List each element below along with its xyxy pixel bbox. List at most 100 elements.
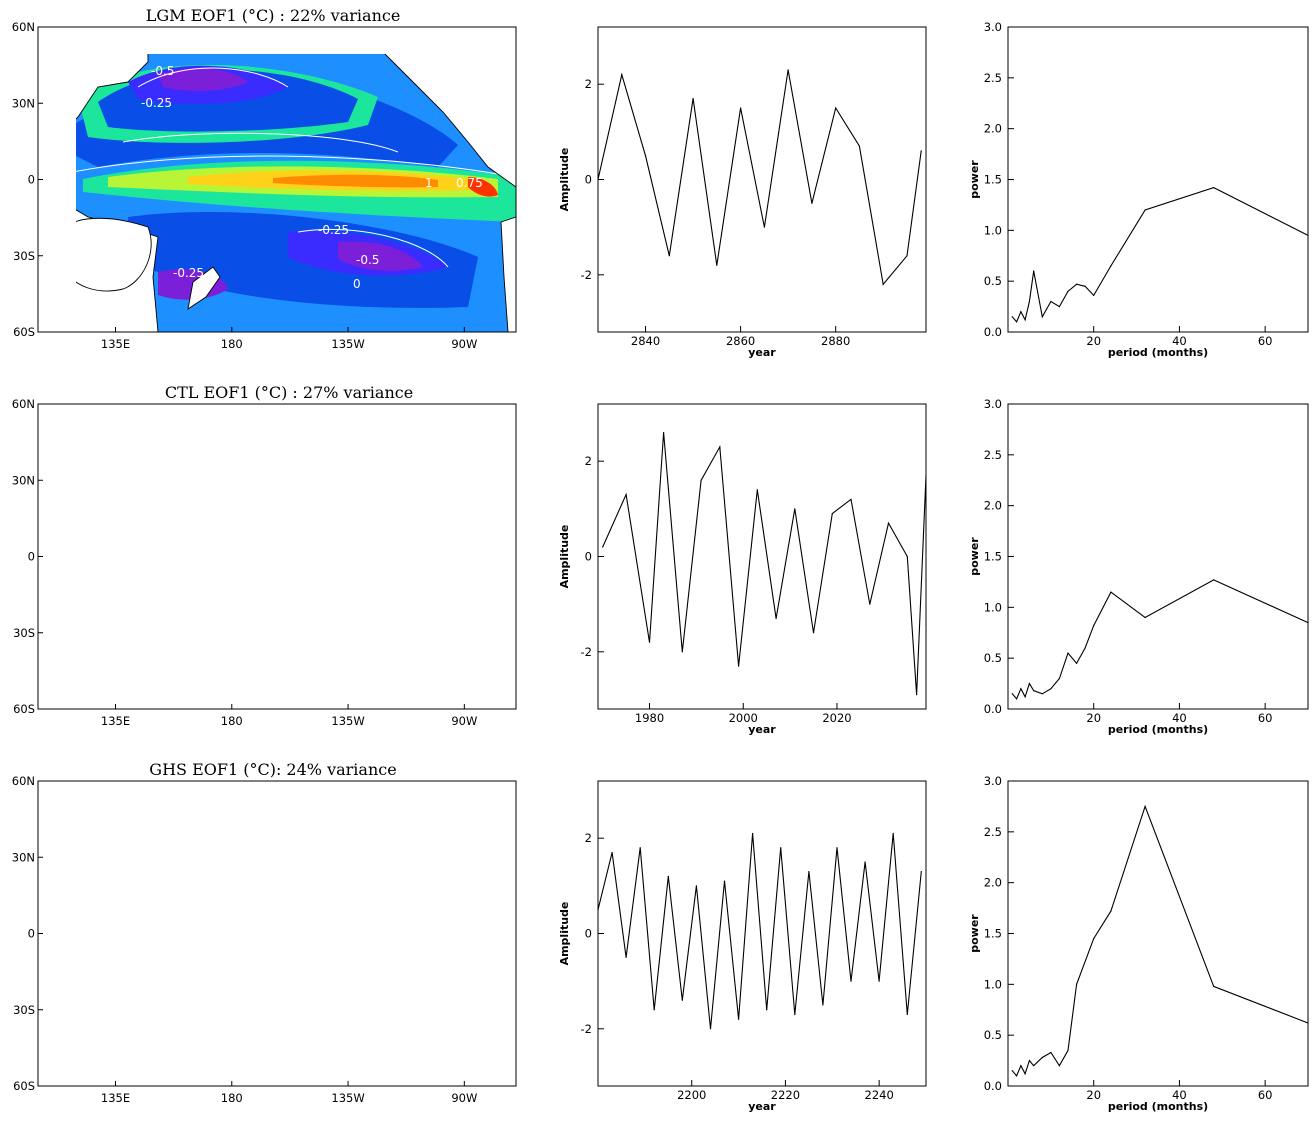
map-axes: 135E 180 135W 90W 60N 30N 0 30S 60S [12, 397, 478, 728]
map-title: CTL EOF1 (°C) : 27% variance [165, 383, 413, 402]
contour-label: -0.5 [151, 64, 174, 78]
data-point [1050, 300, 1052, 303]
data-point [1058, 305, 1061, 308]
y-tick-label: 0.5 [984, 1028, 1002, 1042]
data-point [639, 847, 641, 849]
data-point [766, 1009, 768, 1011]
y-tick-label: 30N [12, 850, 35, 864]
y-tick-label: 2.0 [984, 876, 1002, 890]
x-tick-label: 135W [331, 714, 364, 728]
y-tick-label: 30N [12, 96, 35, 110]
series-line [1011, 579, 1309, 700]
data-point [1213, 579, 1215, 581]
contour-label: -0.25 [211, 42, 242, 56]
data-point [667, 875, 669, 877]
data-point [716, 264, 718, 266]
y-tick-label: 1.0 [984, 977, 1002, 991]
data-point [920, 870, 922, 873]
y-tick-label: 60S [13, 325, 35, 339]
y-tick-label: 1.0 [984, 223, 1002, 237]
y-tick-label: 60S [13, 1079, 35, 1093]
x-tick-label: 90W [451, 1091, 477, 1105]
x-tick-label: 180 [221, 714, 243, 728]
contour-labels: 0.25 -0.25 0.25 1.25 1 -0.25 0 -0.5 0.25 [123, 448, 427, 684]
data-point [1213, 187, 1215, 189]
y-tick-label: 0 [28, 550, 35, 564]
data-point [625, 493, 627, 496]
contour-label: -0.25 [223, 470, 254, 484]
data-point [1050, 1051, 1052, 1054]
y-tick-label: -2 [581, 645, 592, 659]
data-point [1041, 693, 1043, 695]
ctl-eof1-map: CTL EOF1 (°C) : 27% variance 0.25 [12, 383, 517, 728]
data-point [625, 956, 627, 958]
data-point [1020, 311, 1022, 313]
data-point [1075, 983, 1078, 985]
x-axis-label: year [748, 346, 776, 359]
x-axis-label: period (months) [1108, 723, 1208, 736]
contour-label: -0.5 [356, 253, 379, 267]
series-line [602, 432, 927, 695]
y-tick-label: 2 [585, 831, 592, 845]
y-tick-label: 30S [13, 626, 35, 640]
x-tick-label: 1980 [635, 711, 664, 725]
y-tick-label: 2.5 [984, 825, 1002, 839]
contour-label: 0.25 [123, 448, 150, 462]
contour-labels: -0.5 -0.25 0.5 -0.25 1 0.75 -0.25 -0.5 0… [141, 42, 483, 291]
lgm-eof1-map: LGM EOF1 (°C) : 22% variance -0.5 [12, 6, 517, 351]
x-tick-label: 60 [1258, 1088, 1273, 1102]
y-tick-label: 0 [585, 173, 592, 187]
data-point [836, 847, 838, 849]
lgm-pc1-timeseries: 2840 2860 2880 2 0 -2 year Amplitude [558, 26, 927, 359]
data-point [869, 603, 871, 605]
data-point [1093, 625, 1095, 627]
contour-label: -0.25 [180, 1048, 211, 1062]
x-tick-label: 60 [1258, 711, 1273, 725]
contour-label: -0.25 [173, 266, 204, 280]
x-tick-label: 135E [101, 337, 130, 351]
contour-label: -0.5 [336, 624, 359, 638]
x-tick-label: 40 [1172, 711, 1187, 725]
data-point [1110, 265, 1112, 267]
data-point [1093, 294, 1095, 296]
y-axis-label: Amplitude [558, 902, 571, 966]
data-point [1020, 688, 1022, 690]
x-tick-label: 135W [331, 337, 364, 351]
contour-label: 1.25 [338, 555, 365, 569]
data-point [1020, 1065, 1022, 1067]
data-point [916, 694, 918, 696]
eof-contour-field: 0.25 0.25 -0.5 -0 0 1.5 1.25 0.75 -0.25 … [38, 781, 516, 1089]
x-tick-label: 2200 [677, 1088, 706, 1102]
data-point [794, 1013, 796, 1016]
x-tick-label: 60 [1258, 334, 1273, 348]
y-tick-label: 3.0 [984, 20, 1002, 34]
contour-label: -0.25 [141, 96, 172, 110]
y-tick-label: 0.0 [984, 1079, 1002, 1093]
x-axis-label: year [748, 1100, 776, 1113]
data-point [1028, 682, 1031, 685]
map-axes: 135E 180 135W 90W 60N 30N 0 30S 60S [12, 20, 478, 351]
contour-label: 1.5 [276, 930, 295, 944]
data-point [1084, 285, 1086, 287]
data-series [597, 832, 922, 1030]
contour-label: 1.25 [328, 929, 355, 943]
data-point [787, 69, 789, 71]
data-series [1011, 804, 1309, 1077]
x-axis-label: period (months) [1108, 1100, 1208, 1113]
y-tick-label: 60N [12, 20, 35, 34]
data-point [621, 74, 623, 76]
data-point [1093, 937, 1095, 940]
data-point [752, 832, 754, 835]
x-tick-label: 40 [1172, 1088, 1187, 1102]
contour-label: 1 [419, 559, 427, 573]
map-axes: 135E 180 135W 90W 60N 30N 0 30S 60S [12, 774, 478, 1105]
x-tick-label: 2020 [822, 711, 851, 725]
data-point [850, 980, 852, 982]
data-point [648, 641, 651, 643]
data-point [920, 150, 922, 152]
data-point [1024, 319, 1026, 321]
contour-label: 0 [353, 277, 361, 291]
x-tick-label: 20 [1086, 334, 1101, 348]
y-tick-label: 1.0 [984, 600, 1002, 614]
contour-label: 0.25 [421, 1017, 448, 1031]
